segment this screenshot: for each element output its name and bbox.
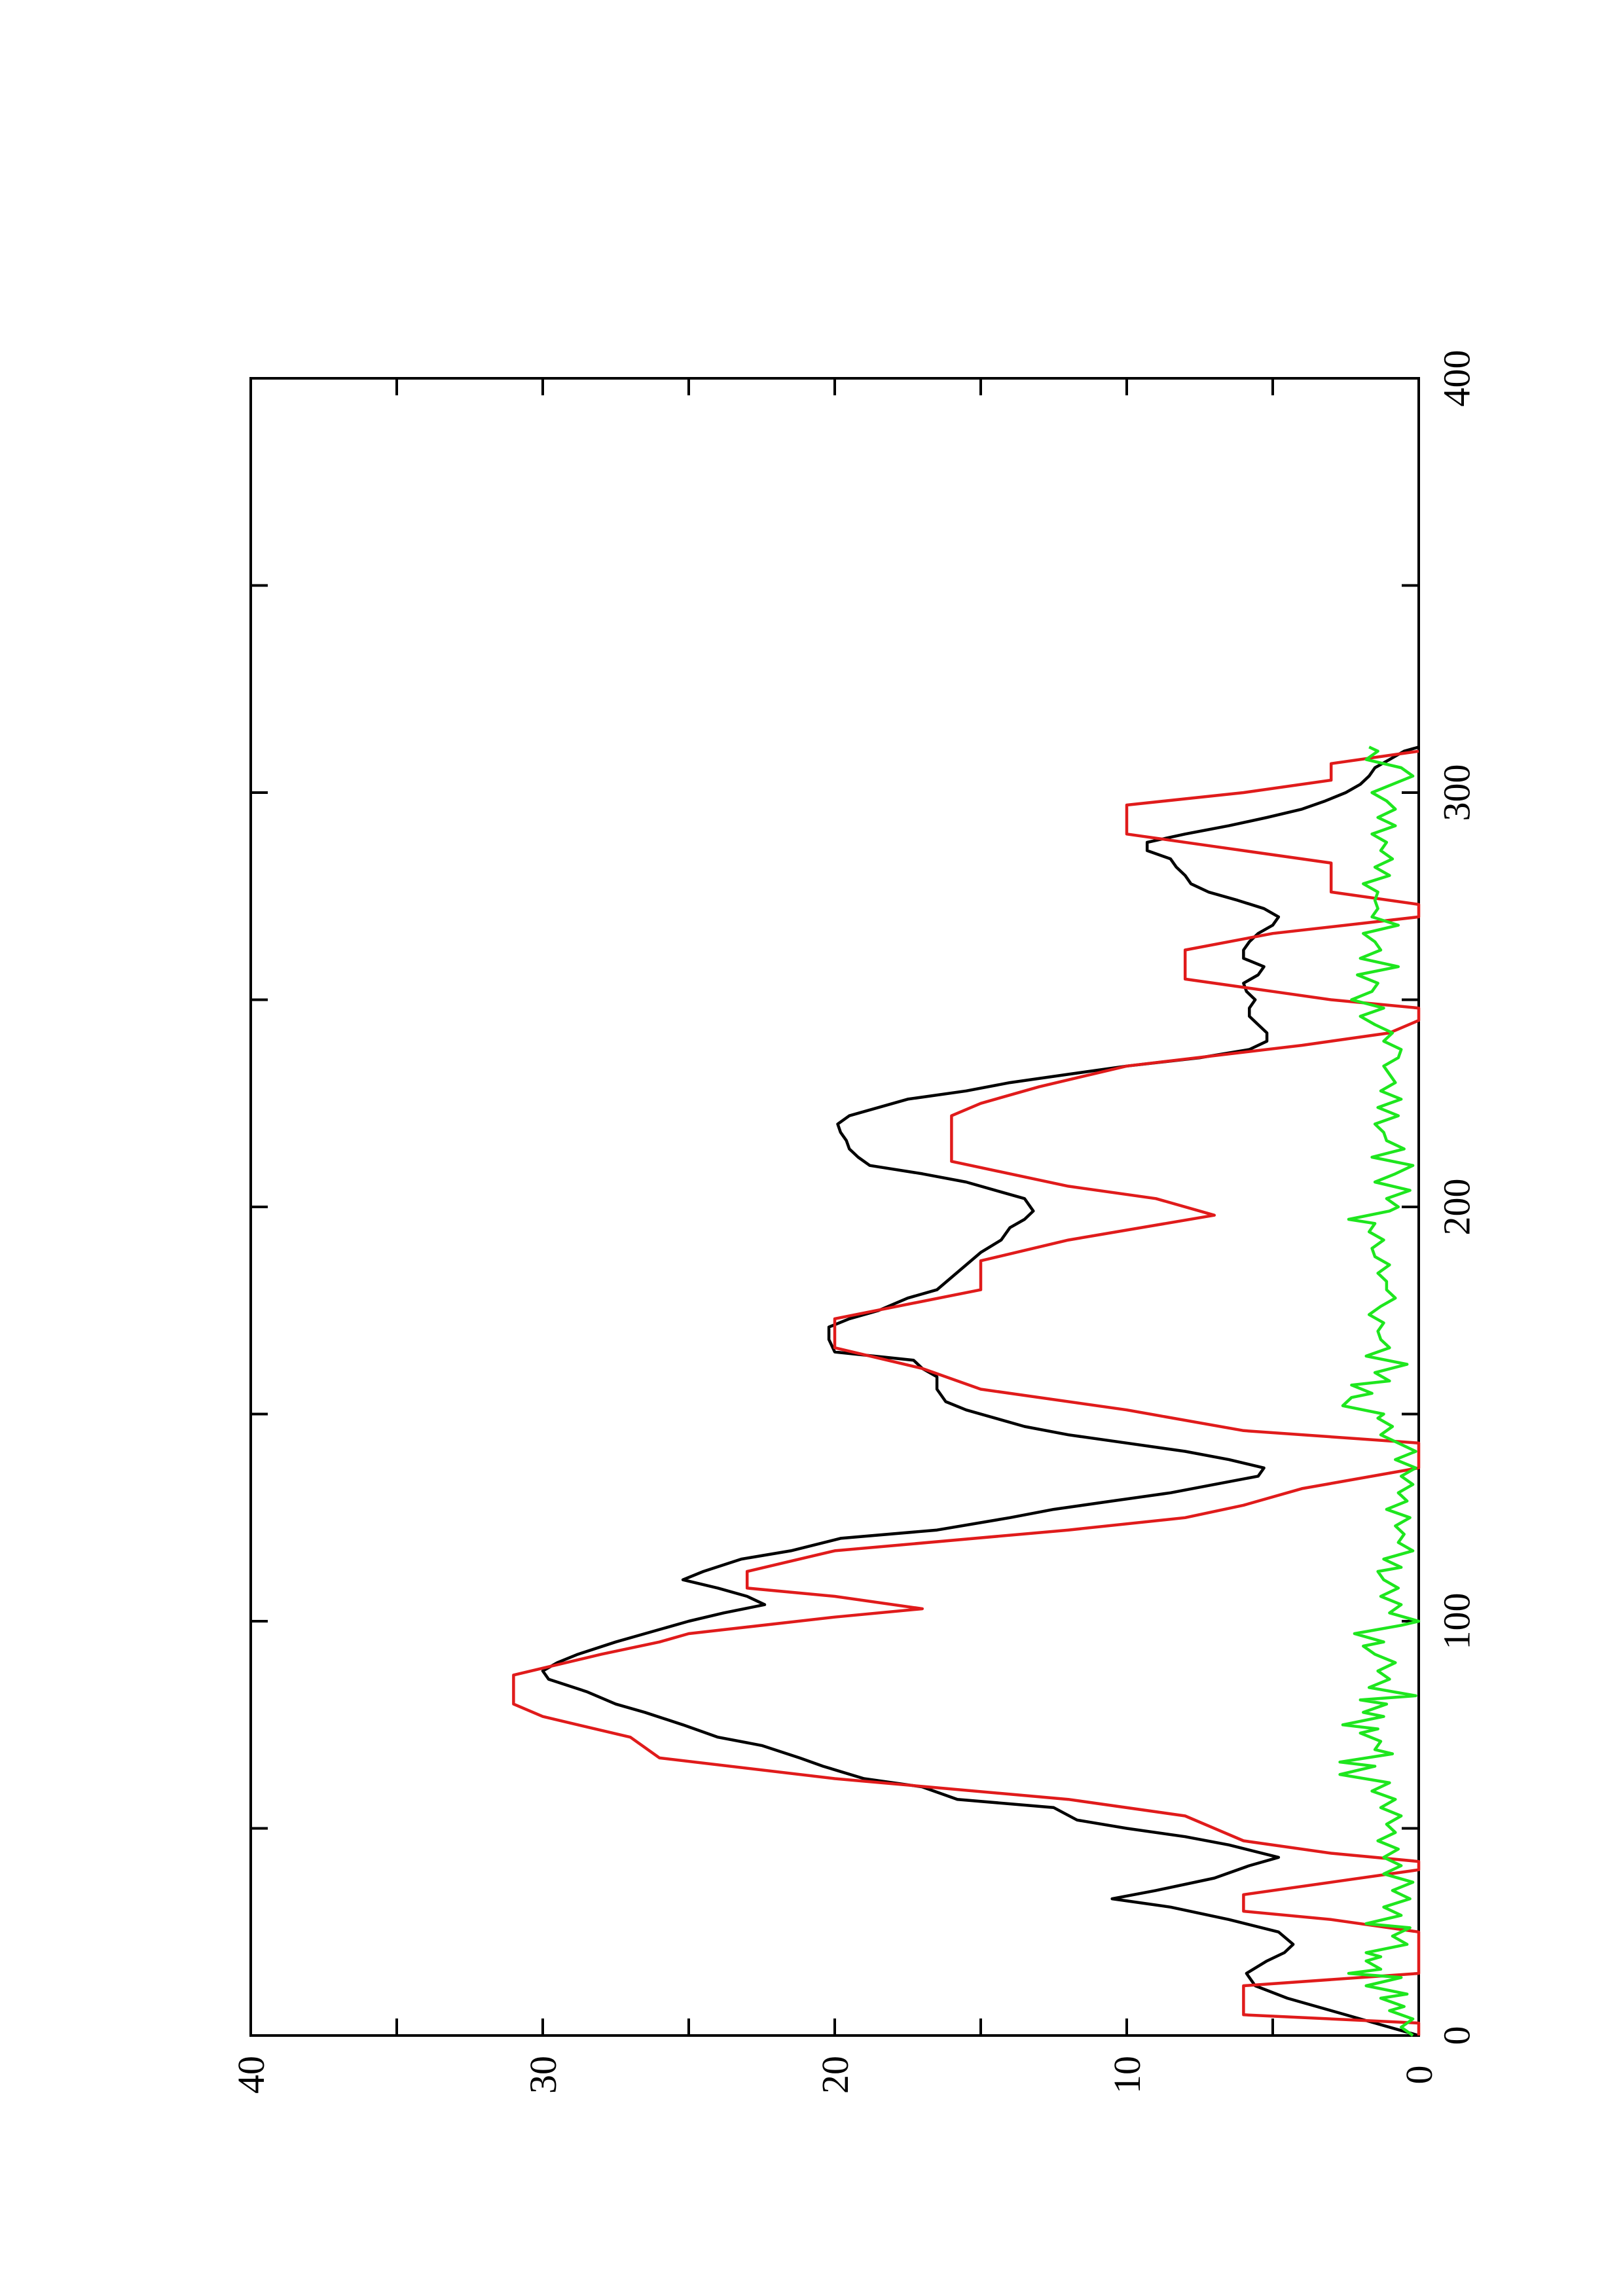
plot-area: 0 100 200 300 400 0 10 20 30 40 [230, 350, 1478, 2094]
plot-frame [249, 377, 1420, 2037]
x-tick-label: 400 [1436, 350, 1478, 407]
y-tick-label: 40 [230, 2056, 272, 2094]
x-tick-label: 100 [1436, 1593, 1478, 1650]
x-tick-label: 300 [1436, 764, 1478, 821]
y-tick-label: 20 [814, 2056, 856, 2094]
series-line-2 [512, 749, 1421, 2036]
y-tick-label: 30 [522, 2056, 564, 2094]
x-tick-label: 200 [1436, 1179, 1478, 1236]
y-tick-label: 10 [1106, 2056, 1148, 2094]
series-line-1 [541, 745, 1419, 2037]
series-line-3 [1338, 745, 1421, 2037]
x-tick-label: 0 [1436, 2026, 1478, 2045]
y-tick-label: 0 [1398, 2066, 1440, 2085]
